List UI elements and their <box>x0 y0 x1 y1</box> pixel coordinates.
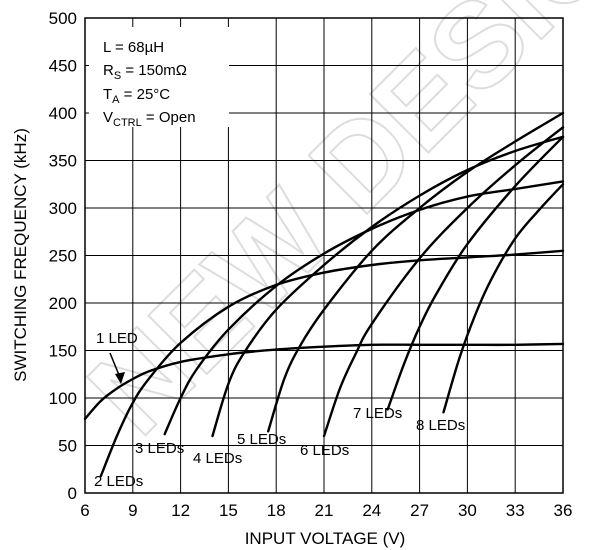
x-tick-label-7: 27 <box>410 501 429 520</box>
y-tick-label-5: 250 <box>49 247 77 266</box>
series-lines <box>83 111 565 478</box>
series-line-3 <box>163 180 565 436</box>
x-tick-label-10: 36 <box>554 501 573 520</box>
y-tick-label-10: 500 <box>49 9 77 28</box>
y-tick-label-9: 450 <box>49 57 77 76</box>
x-tick-label-0: 6 <box>80 501 89 520</box>
y-tick-label-3: 150 <box>49 342 77 361</box>
series-line-7 <box>386 135 565 411</box>
param-sense-resistor: RS = 150mΩ <box>103 62 187 82</box>
parameter-box-frame <box>89 27 229 127</box>
series-line-6 <box>322 126 565 438</box>
y-axis-title: SWITCHING FREQUENCY (kHz) <box>11 128 30 382</box>
x-tick-label-8: 30 <box>458 501 477 520</box>
y-tick-label-6: 300 <box>49 199 77 218</box>
plot-frame <box>84 17 564 494</box>
label-6-leds: 6 LEDs <box>300 442 349 459</box>
y-tick-label-7: 350 <box>49 152 77 171</box>
y-tick-label-2: 100 <box>49 389 77 408</box>
parameter-box: L = 68µH RS = 150mΩ TA = 25°C VCTRL = Op… <box>89 27 229 129</box>
series-line-4 <box>211 135 565 438</box>
label-8-leds: 8 LEDs <box>416 417 465 434</box>
x-tick-label-9: 33 <box>506 501 525 520</box>
x-tick-label-6: 24 <box>362 501 381 520</box>
x-tick-label-5: 21 <box>315 501 334 520</box>
y-tick-label-8: 400 <box>49 104 77 123</box>
y-tick-label-0: 0 <box>68 484 77 503</box>
x-tick-labels: 6 9 12 15 18 21 24 27 30 33 36 <box>80 501 572 520</box>
label-4-leds: 4 LEDs <box>193 450 242 467</box>
x-tick-label-1: 9 <box>128 501 137 520</box>
label-1-led: 1 LED <box>96 330 138 347</box>
x-tick-label-2: 12 <box>171 501 190 520</box>
y-tick-labels: 0 50 100 150 200 250 300 350 400 450 500 <box>49 9 77 503</box>
label-3-leds: 3 LEDs <box>135 440 184 457</box>
label-1-led-arrowhead <box>115 372 125 384</box>
label-7-leds: 7 LEDs <box>353 405 402 422</box>
series-line-8 <box>442 183 565 414</box>
series-labels: 1 LED 2 LEDs 3 LEDs 4 LEDs 5 LEDs 6 LEDs… <box>94 330 465 490</box>
x-axis-title: INPUT VOLTAGE (V) <box>245 529 406 548</box>
label-5-leds: 5 LEDs <box>237 431 286 448</box>
x-tick-label-3: 15 <box>219 501 238 520</box>
series-line-5 <box>267 111 565 433</box>
y-tick-label-1: 50 <box>58 437 77 456</box>
param-inductance: L = 68µH <box>103 39 164 56</box>
y-tick-label-4: 200 <box>49 294 77 313</box>
param-ambient-temp: TA = 25°C <box>103 86 170 106</box>
x-tick-label-4: 18 <box>267 501 286 520</box>
label-2-leds: 2 LEDs <box>94 473 143 490</box>
